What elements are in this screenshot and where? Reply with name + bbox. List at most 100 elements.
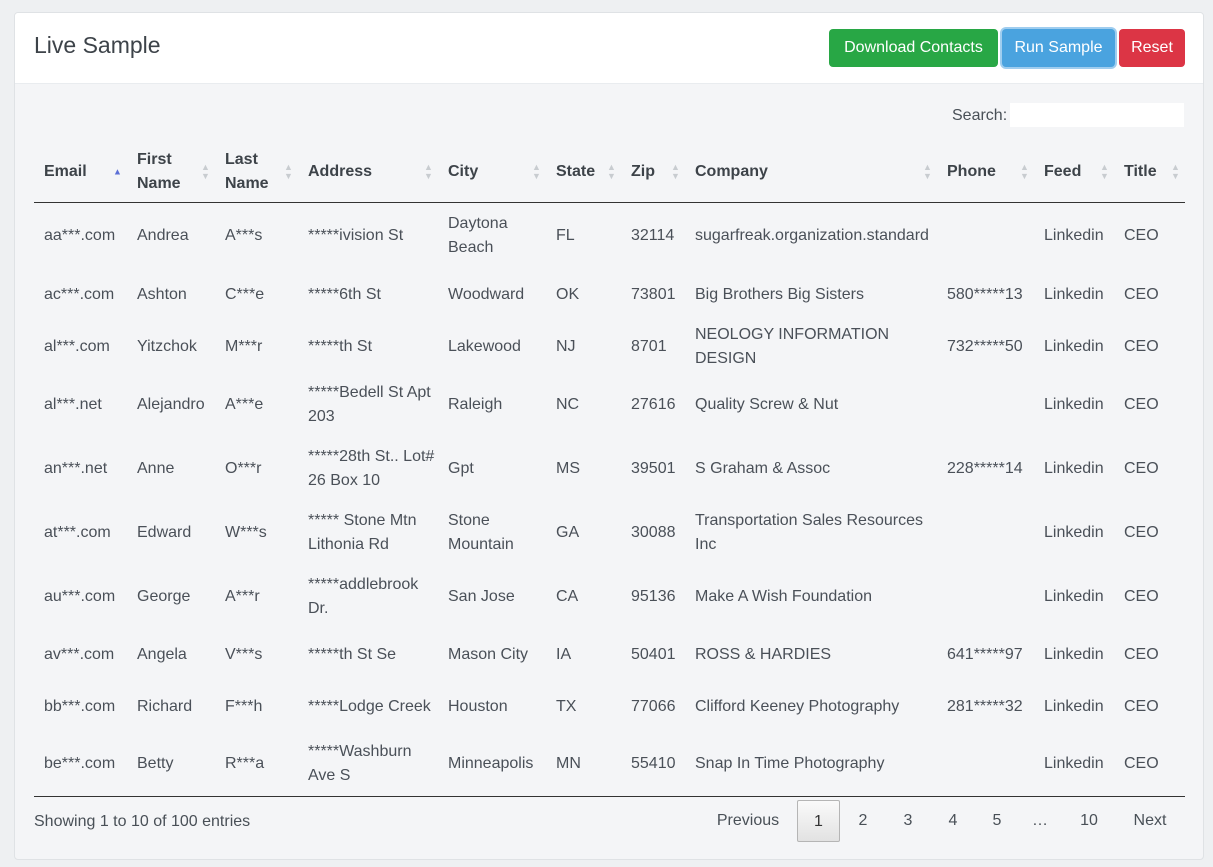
next-page-button[interactable]: Next xyxy=(1133,812,1167,829)
cell-state: NJ xyxy=(556,337,576,355)
cell-title: CEO xyxy=(1124,587,1159,605)
cell-phone: 228*****14 xyxy=(947,459,1023,477)
cell-feed: Linkedin xyxy=(1044,459,1104,477)
page-5-button[interactable]: 5 xyxy=(992,812,1002,829)
cell-company: ROSS & HARDIES xyxy=(695,645,832,663)
cell-state: TX xyxy=(556,697,577,715)
column-header-first-name[interactable]: First Name ▲ ▼ xyxy=(127,141,215,203)
cell-feed: Linkedin xyxy=(1044,395,1104,413)
cell-email: ac***.com xyxy=(44,285,115,303)
column-header-label: Zip xyxy=(631,162,655,180)
cell-address: *****Lodge Creek xyxy=(308,697,431,715)
cell-first-name: Alejandro xyxy=(137,395,205,413)
cell-city: Stone Mountain xyxy=(448,511,514,553)
cell-last-name: M***r xyxy=(225,337,263,355)
cell-first-name: Angela xyxy=(137,645,187,663)
cell-last-name: F***h xyxy=(225,697,263,715)
table-header-row: Email ▲ First Name ▲ ▼ Last Name ▲ ▼ Address ▲ ▼ Ci… xyxy=(34,141,1185,203)
page-10-button[interactable]: 10 xyxy=(1080,812,1098,829)
cell-email: al***.net xyxy=(44,395,102,413)
cell-address: *****addlebrook Dr. xyxy=(308,575,419,617)
column-header-label: Phone xyxy=(947,162,996,180)
cell-city: Daytona Beach xyxy=(448,214,508,256)
cell-first-name: Yitzchok xyxy=(137,337,197,355)
column-header-title[interactable]: Title ▲ ▼ xyxy=(1114,141,1185,203)
sort-icon: ▲ ▼ xyxy=(671,161,680,181)
table-body: aa***.com Andrea A***s *****ivision St Dayto… xyxy=(34,203,1185,797)
cell-address: *****Washburn Ave S xyxy=(298,732,438,797)
column-header-label: Email xyxy=(44,162,87,180)
column-header-zip[interactable]: Zip ▲ ▼ xyxy=(621,141,685,203)
column-header-company[interactable]: Company ▲ ▼ xyxy=(685,141,937,203)
cell-phone xyxy=(937,732,1034,797)
cell-city: Mason City xyxy=(448,645,529,663)
cell-company: Transportation Sales Resources Inc xyxy=(695,511,923,553)
cell-phone xyxy=(937,203,1034,269)
cell-email: at***.com xyxy=(44,523,111,541)
page-2-button[interactable]: 2 xyxy=(858,812,868,829)
cell-state: CA xyxy=(556,587,579,605)
column-header-email[interactable]: Email ▲ xyxy=(34,141,127,203)
cell-city: Minneapolis xyxy=(438,732,546,797)
cell-address: *****28th St.. Lot# 26 Box 10 xyxy=(308,447,435,489)
cell-address: *****6th St xyxy=(308,285,381,303)
cell-email: au***.com xyxy=(44,587,116,605)
cell-company: Make A Wish Foundation xyxy=(695,587,872,605)
cell-company: S Graham & Assoc xyxy=(695,459,831,477)
column-header-last-name[interactable]: Last Name ▲ ▼ xyxy=(215,141,298,203)
cell-last-name: W***s xyxy=(225,523,267,541)
page-3-button[interactable]: 3 xyxy=(903,812,913,829)
column-header-address[interactable]: Address ▲ ▼ xyxy=(298,141,438,203)
sort-icon: ▲ ▼ xyxy=(532,161,541,181)
cell-title: CEO xyxy=(1124,459,1159,477)
column-header-label: State xyxy=(556,162,596,180)
sort-icon: ▲ ▼ xyxy=(1100,161,1109,181)
table-row: av***.com Angela V***s *****th St Se Mason C… xyxy=(34,629,1185,681)
table-row: al***.net Alejandro A***e *****Bedell St Ap… xyxy=(34,373,1185,437)
column-header-label: Title xyxy=(1124,162,1157,180)
run-sample-button[interactable]: Run Sample xyxy=(1002,29,1115,67)
table-row: ac***.com Ashton C***e *****6th St Woodward O… xyxy=(34,269,1185,321)
page-1-button[interactable]: 1 xyxy=(797,800,840,842)
cell-zip: 30088 xyxy=(631,523,676,541)
column-header-phone[interactable]: Phone ▲ ▼ xyxy=(937,141,1034,203)
column-header-label: Feed xyxy=(1044,162,1082,180)
cell-feed: Linkedin xyxy=(1044,285,1104,303)
cell-state: MN xyxy=(546,732,621,797)
cell-company: Quality Screw & Nut xyxy=(695,395,839,413)
cell-company: NEOLOGY INFORMATION DESIGN xyxy=(695,325,890,367)
table-row: aa***.com Andrea A***s *****ivision St Dayto… xyxy=(34,203,1185,269)
sort-icon: ▲ ▼ xyxy=(1020,161,1029,181)
table-row: be***.com Betty R***a *****Washburn Ave S Mi… xyxy=(34,732,1185,797)
sort-icon: ▲ xyxy=(113,166,122,176)
cell-title: CEO xyxy=(1124,697,1159,715)
table-row: al***.com Yitzchok M***r *****th St Lakewood… xyxy=(34,321,1185,373)
cell-state: OK xyxy=(556,285,580,303)
table-info: Showing 1 to 10 of 100 entries xyxy=(34,813,251,830)
table-row: bb***.com Richard F***h *****Lodge Creek Hou… xyxy=(34,681,1185,733)
cell-zip: 95136 xyxy=(631,587,676,605)
cell-email: al***.com xyxy=(44,337,110,355)
cell-phone: 732*****50 xyxy=(947,337,1023,355)
page-4-button[interactable]: 4 xyxy=(948,812,958,829)
cell-zip: 73801 xyxy=(631,285,676,303)
cell-city: Lakewood xyxy=(448,337,521,355)
cell-last-name: R***a xyxy=(215,732,298,797)
cell-title: CEO xyxy=(1124,226,1159,244)
cell-zip: 27616 xyxy=(631,395,676,413)
reset-button[interactable]: Reset xyxy=(1119,29,1185,67)
cell-title: CEO xyxy=(1124,645,1159,663)
column-header-label: Last Name xyxy=(225,150,269,192)
column-header-feed[interactable]: Feed ▲ ▼ xyxy=(1034,141,1114,203)
cell-state: IA xyxy=(556,645,572,663)
search-input[interactable] xyxy=(1010,103,1184,127)
previous-page-button[interactable]: Previous xyxy=(716,812,780,829)
download-contacts-button[interactable]: Download Contacts xyxy=(829,29,998,67)
cell-first-name: Richard xyxy=(137,697,193,715)
column-header-state[interactable]: State ▲ ▼ xyxy=(546,141,621,203)
column-header-city[interactable]: City ▲ ▼ xyxy=(438,141,546,203)
cell-title: CEO xyxy=(1124,337,1159,355)
cell-state: MS xyxy=(556,459,580,477)
cell-address: *****th St Se xyxy=(308,645,397,663)
column-header-label: Company xyxy=(695,162,768,180)
